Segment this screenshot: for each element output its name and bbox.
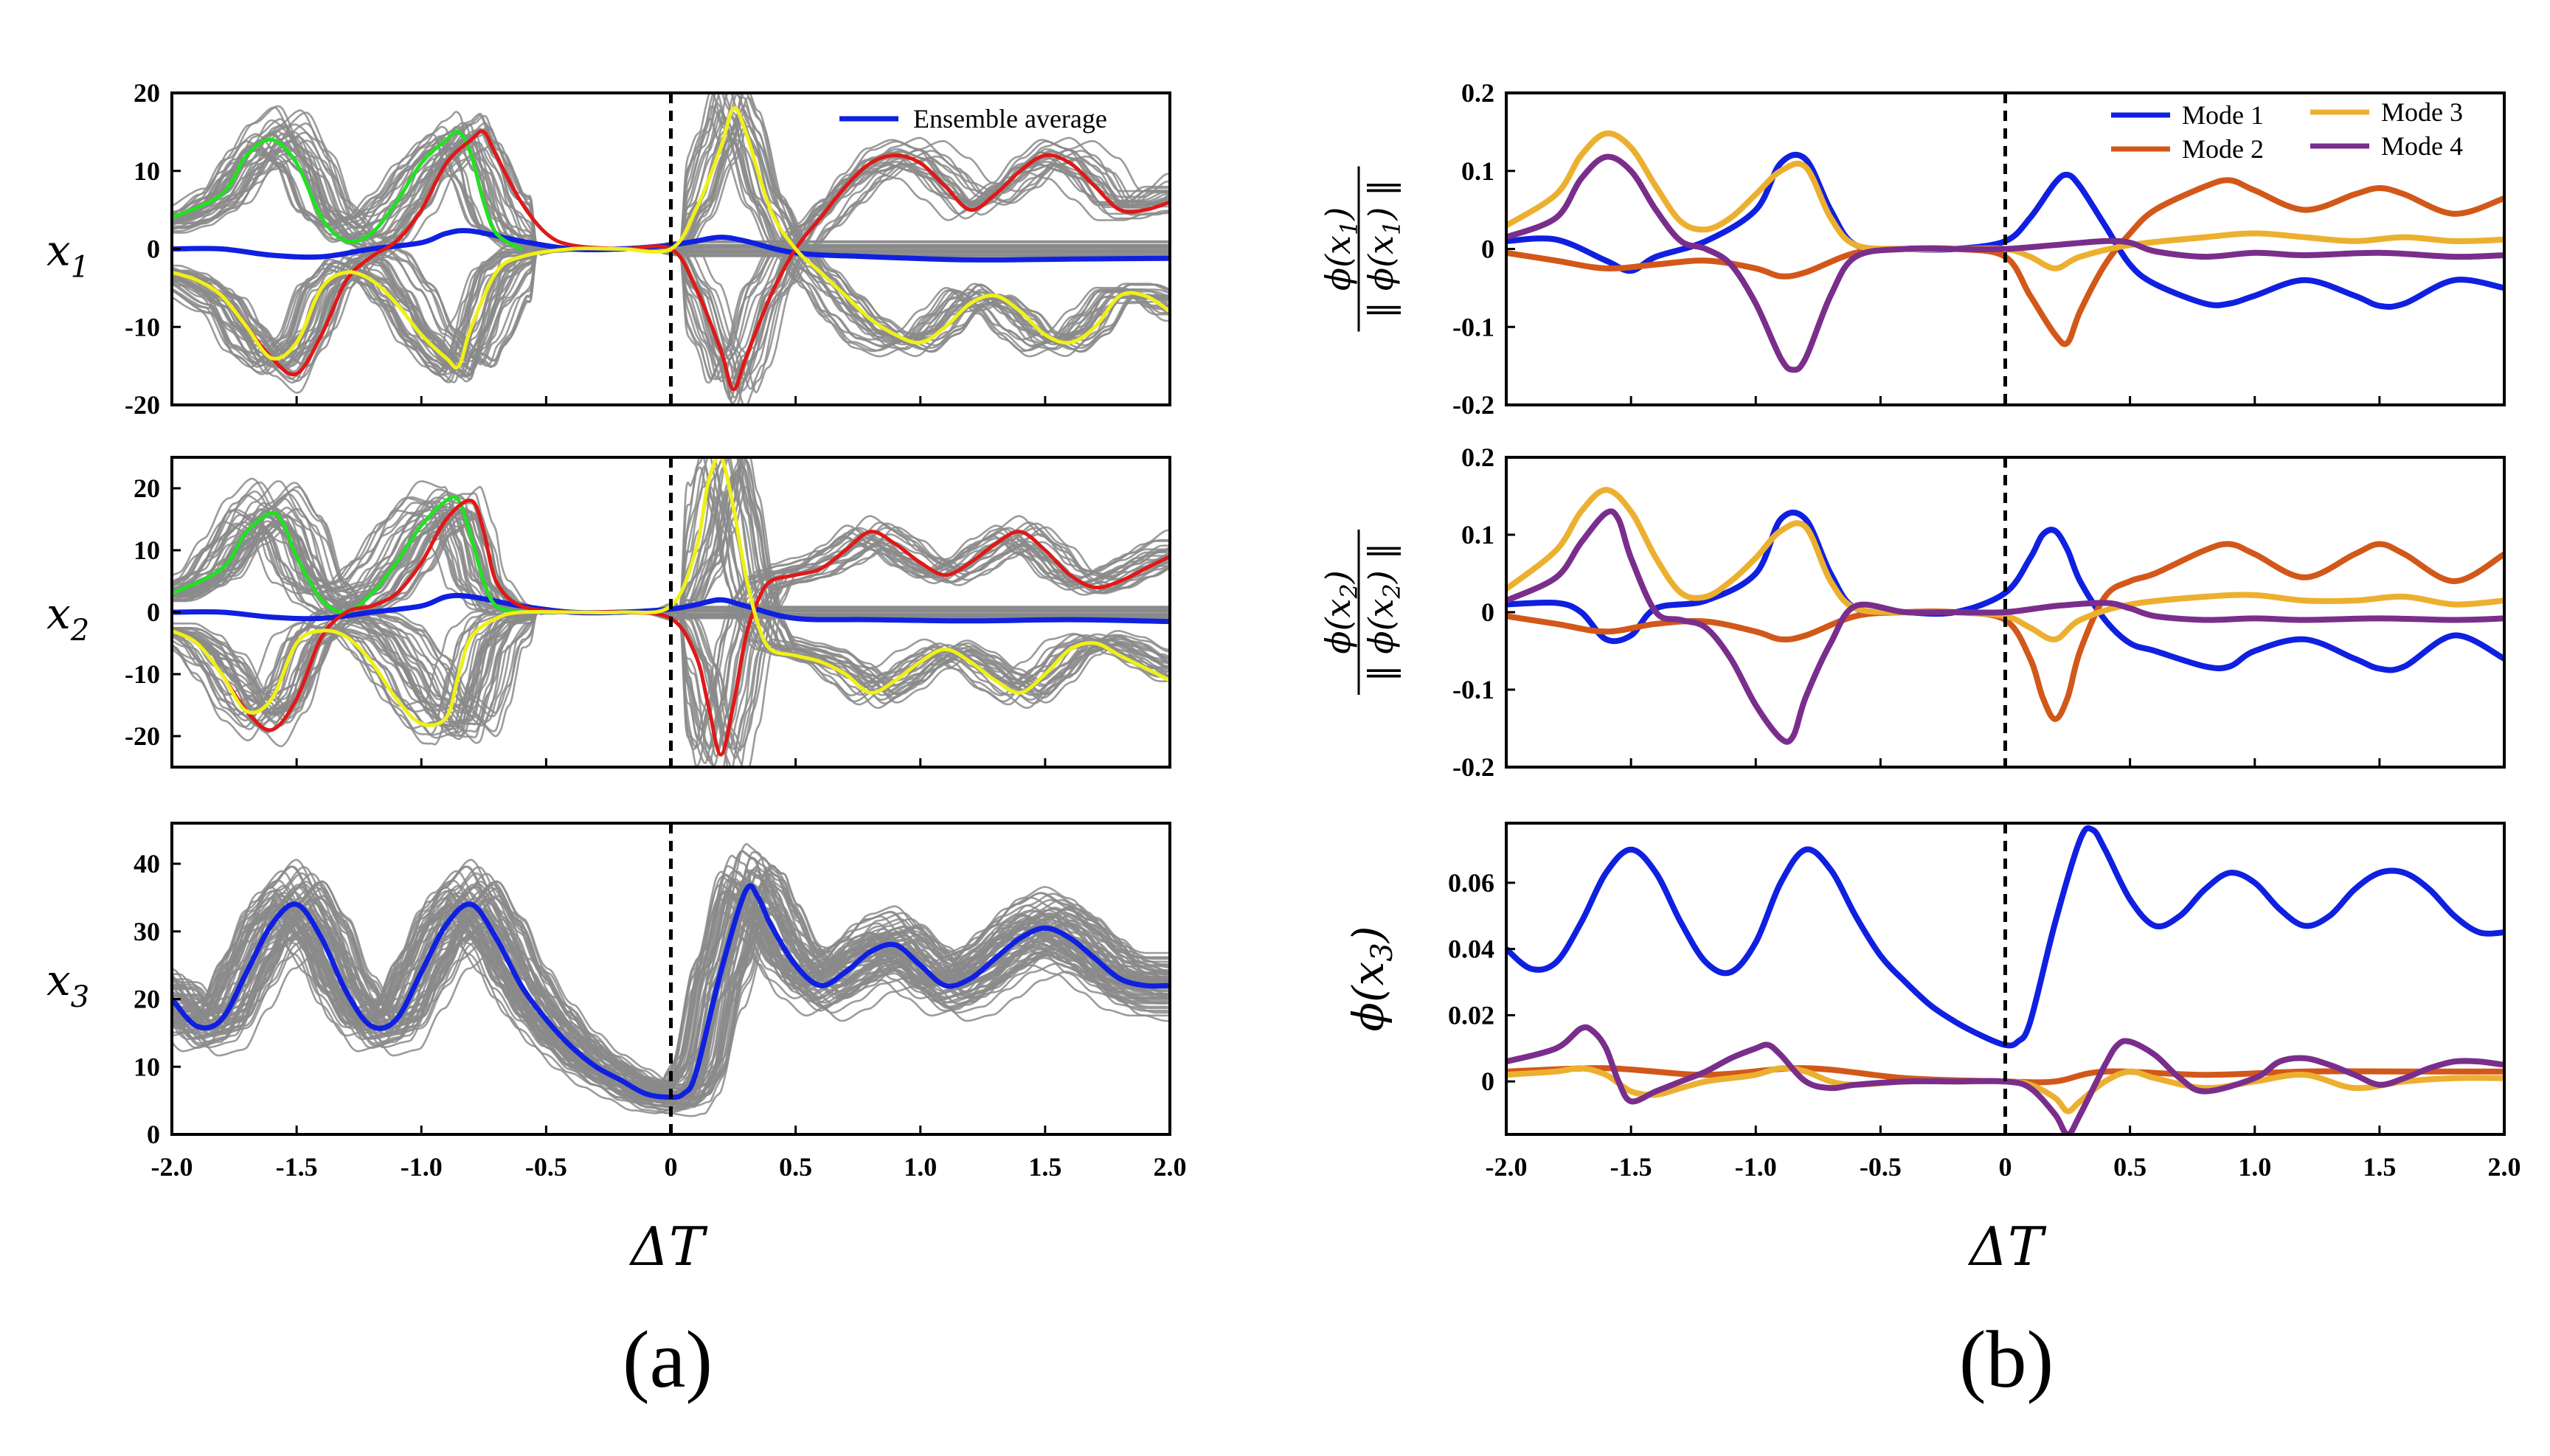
y-axis-label: ϕ(x2)‖ ϕ(x2) ‖	[1318, 530, 1406, 695]
y-tick-label: 40	[134, 849, 160, 878]
panel-b1-phi-x1: 0.2 0.1 0 -0.1 -0.2 ϕ(x1)‖ ϕ(x1) ‖ Mode 1 Mode …	[1318, 78, 2504, 420]
y-tick-label: -20	[125, 390, 160, 420]
y-tick-label: -0.1	[1452, 312, 1494, 342]
y-tick-label: 0.06	[1448, 868, 1494, 898]
x-tick-label: 1.0	[2238, 1152, 2271, 1182]
legend-label-mode1: Mode 1	[2182, 100, 2264, 130]
x-tick-label: -1.0	[401, 1152, 443, 1182]
x-tick-label: 0.5	[779, 1152, 812, 1182]
x-tick-label: 1.5	[2363, 1152, 2396, 1182]
panel-a2-x2: 20 10 0 -10 -20 x2	[46, 434, 1170, 781]
x-tick-label: -1.5	[1610, 1152, 1652, 1182]
svg-text:ϕ(x3): ϕ(x3)	[1343, 926, 1399, 1032]
legend-label-mode3: Mode 3	[2381, 97, 2463, 127]
x-tick-label: 1.0	[904, 1152, 937, 1182]
y-tick-label: 0.1	[1461, 520, 1494, 550]
svg-text:‖ ϕ(x1) ‖: ‖ ϕ(x1) ‖	[1361, 179, 1406, 319]
y-tick-label: 10	[134, 156, 160, 186]
x-tick-label: 0.5	[2113, 1152, 2147, 1182]
y-tick-label: 0	[147, 235, 160, 264]
x-tick-label: 2.0	[1154, 1152, 1187, 1182]
y-tick-label: 0	[147, 1120, 160, 1149]
x-tick-label: -2.0	[151, 1152, 193, 1182]
x-tick-label: -0.5	[1860, 1152, 1902, 1182]
y-tick-label: 30	[134, 917, 160, 946]
y-tick-label: 0	[1481, 597, 1494, 627]
y-tick-label: 0.2	[1461, 443, 1494, 472]
y-axis-label: x2	[46, 589, 89, 648]
panel-a1-x1: 20 10 0 -10 -20 x1 Ensemble average	[46, 78, 1170, 420]
panel-label-b: (b)	[1959, 1314, 2054, 1404]
legend-label-ensemble: Ensemble average	[913, 104, 1107, 134]
y-tick-label: 0.1	[1461, 156, 1494, 186]
x-tick-label: -0.5	[525, 1152, 567, 1182]
x-tick-label: 2.0	[2488, 1152, 2521, 1182]
plot-area	[1506, 490, 2504, 742]
y-tick-label: -0.2	[1452, 752, 1494, 782]
y-tick-label: -0.2	[1452, 390, 1494, 420]
y-tick-label: 20	[134, 78, 160, 108]
x-tick-label: 1.5	[1028, 1152, 1061, 1182]
x-axis-label-a: ΔT	[628, 1216, 708, 1278]
y-tick-label: 0.2	[1461, 78, 1494, 108]
y-axis-label: x1	[46, 226, 89, 285]
svg-text:‖ ϕ(x2) ‖: ‖ ϕ(x2) ‖	[1361, 543, 1406, 682]
legend-label-mode2: Mode 2	[2182, 134, 2264, 164]
svg-text:ϕ(x1): ϕ(x1)	[1318, 207, 1363, 291]
y-axis-label: ϕ(x1)‖ ϕ(x1) ‖	[1318, 167, 1406, 332]
x-tick-label: 0	[665, 1152, 678, 1182]
x-tick-label: -1.0	[1735, 1152, 1777, 1182]
svg-text:ϕ(x2): ϕ(x2)	[1318, 570, 1363, 654]
panel-label-a: (a)	[623, 1314, 713, 1404]
series-line-mode-1	[1506, 155, 2504, 307]
y-tick-label: 0.02	[1448, 1000, 1494, 1030]
y-tick-label: 0	[147, 597, 160, 627]
y-axis-label: x3	[46, 955, 89, 1014]
x-axis-label-b: ΔT	[1967, 1216, 2047, 1278]
y-tick-label: 0	[1481, 235, 1494, 264]
panel-a3-x3: 40 30 20 10 0 -2.0 -1.5 -1.0 -0.5 0 0.5 1.0 1.5 2.0 x3	[46, 823, 1187, 1182]
y-tick-label: 10	[134, 1052, 160, 1081]
y-tick-label: -10	[125, 312, 160, 342]
y-tick-label: -10	[125, 659, 160, 689]
panel-b3-phi-x3: 0.06 0.04 0.02 0 -2.0 -1.5 -1.0 -0.5 0 0.5 1.0 1.5 2…	[1343, 823, 2521, 1182]
legend-label-mode4: Mode 4	[2381, 131, 2463, 161]
panel-b2-phi-x2: 0.2 0.1 0 -0.1 -0.2 ϕ(x2)‖ ϕ(x2) ‖	[1318, 443, 2504, 782]
y-axis-label: ϕ(x3)	[1343, 926, 1399, 1032]
y-tick-label: 0	[1481, 1067, 1494, 1096]
plot-area	[1506, 828, 2504, 1134]
y-tick-label: 10	[134, 535, 160, 565]
y-tick-label: 0.04	[1448, 935, 1494, 964]
y-tick-label: 20	[134, 985, 160, 1014]
y-tick-label: -20	[125, 721, 160, 751]
y-tick-label: -0.1	[1452, 675, 1494, 704]
x-tick-label: -2.0	[1486, 1152, 1528, 1182]
x-tick-label: 0	[1999, 1152, 2012, 1182]
x-tick-label: -1.5	[276, 1152, 318, 1182]
y-tick-label: 20	[134, 474, 160, 503]
